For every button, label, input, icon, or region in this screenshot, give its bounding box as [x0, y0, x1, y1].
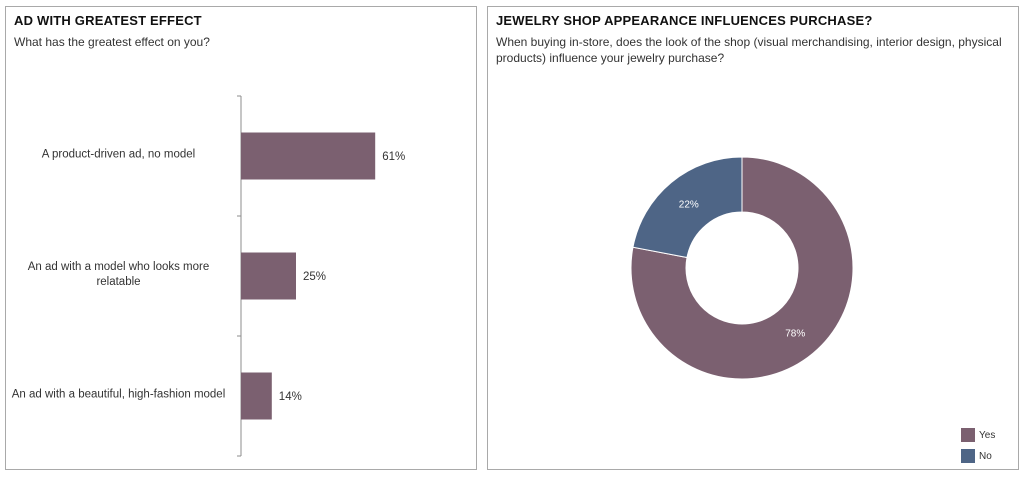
- bar-2: [241, 372, 272, 420]
- bar-chart-panel: AD WITH GREATEST EFFECT What has the gre…: [5, 6, 477, 470]
- donut-chart-subtitle: When buying in-store, does the look of t…: [496, 35, 1002, 65]
- bar-0: [241, 132, 376, 180]
- bar-category-label-0: A product-driven ad, no model: [41, 148, 196, 161]
- legend-label-yes: Yes: [979, 430, 996, 441]
- bar-chart-title: AD WITH GREATEST EFFECT: [14, 13, 202, 28]
- bar-category-label-1: An ad with a model who looks more relata…: [27, 261, 210, 288]
- donut-chart-panel: JEWELRY SHOP APPEARANCE INFLUENCES PURCH…: [487, 6, 1019, 470]
- bar-chart-subtitle: What has the greatest effect on you?: [14, 35, 210, 49]
- bar-chart-plot: 61% 25% 14%: [237, 95, 405, 457]
- bar-category-label-2: An ad with a beautiful, high-fashion mod…: [11, 388, 226, 401]
- legend-swatch-no: [961, 449, 975, 463]
- donut-slice-no: [632, 156, 743, 259]
- bar-value-label-2: 14%: [279, 391, 302, 403]
- bar-value-label-1: 25%: [303, 271, 326, 283]
- bar-value-label-0: 61%: [382, 151, 405, 163]
- legend-label-no: No: [979, 451, 992, 462]
- donut-slice-yes: [630, 156, 854, 380]
- donut-chart-plot: 78% 22%: [630, 156, 854, 380]
- bar-1: [241, 252, 296, 300]
- donut-chart-title: JEWELRY SHOP APPEARANCE INFLUENCES PURCH…: [496, 13, 873, 28]
- donut-value-label-no: 22%: [679, 200, 699, 211]
- donut-value-label-yes: 78%: [785, 328, 805, 339]
- legend-swatch-yes: [961, 428, 975, 442]
